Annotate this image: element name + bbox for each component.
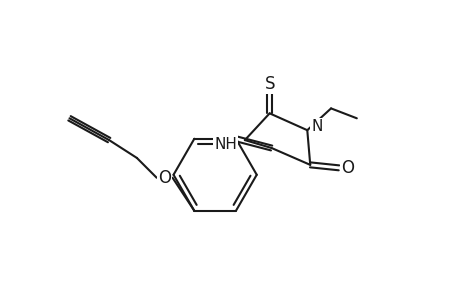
Text: S: S bbox=[264, 75, 274, 93]
Text: N: N bbox=[311, 119, 322, 134]
Text: O: O bbox=[158, 169, 171, 187]
Text: O: O bbox=[341, 159, 353, 177]
Text: NH: NH bbox=[213, 136, 236, 152]
